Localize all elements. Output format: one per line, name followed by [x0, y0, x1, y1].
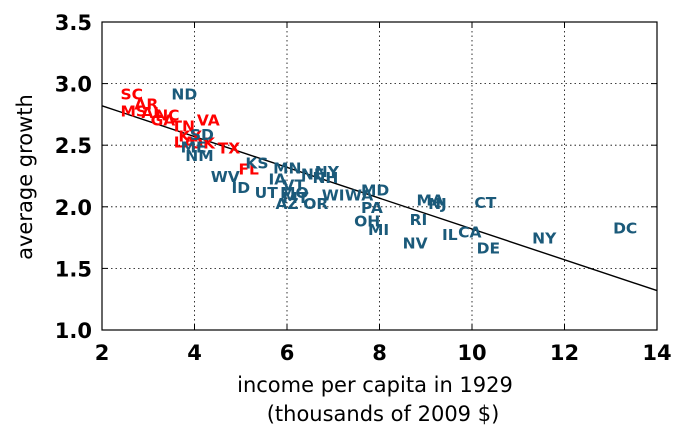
state-point-ia: IA: [269, 170, 287, 188]
x-axis-label-units: (thousands of 2009 $): [267, 402, 500, 426]
state-point-md: MD: [361, 182, 389, 200]
x-tick-label: 4: [187, 341, 202, 365]
state-point-il: IL: [442, 226, 458, 244]
state-point-ny: NY: [315, 163, 340, 181]
y-tick-label: 3.5: [55, 11, 92, 35]
x-tick-label: 6: [280, 341, 295, 365]
state-point-ny: NY: [532, 230, 557, 248]
y-tick-label: 3.0: [55, 73, 92, 97]
state-point-mt: MT: [282, 189, 308, 207]
state-point-wa: WA: [345, 186, 373, 204]
state-point-nj: NJ: [428, 195, 447, 213]
y-axis-ticks: 1.0 1.5 2.0 2.5 3.0 3.5: [55, 11, 657, 343]
state-point-ri: RI: [410, 211, 428, 229]
trend-line: [101, 105, 658, 292]
state-point-me: ME: [181, 138, 207, 156]
state-point-ut: UT: [255, 184, 279, 202]
state-point-tn: TN: [171, 117, 195, 135]
state-point-va: VA: [197, 111, 220, 129]
x-axis-ticks: 2 4 6 8 10 12 14: [95, 22, 672, 365]
state-point-wi: WI: [322, 186, 345, 204]
y-tick-label: 2.5: [55, 134, 92, 158]
x-tick-label: 12: [550, 341, 579, 365]
state-point-ga: GA: [151, 111, 176, 129]
state-point-mo: MO: [280, 184, 309, 202]
state-point-nc: NC: [155, 106, 179, 124]
y-tick-label: 1.5: [55, 257, 92, 281]
state-point-ne: NE: [301, 166, 325, 184]
state-point-fl: FL: [238, 161, 259, 179]
x-tick-label: 10: [457, 341, 486, 365]
state-point-oh: OH: [354, 212, 380, 230]
x-axis-label: income per capita in 1929: [237, 373, 513, 397]
state-point-nd: ND: [171, 85, 197, 103]
state-point-ar: AR: [134, 95, 158, 113]
state-point-nv: NV: [403, 235, 428, 253]
state-point-ct: CT: [474, 194, 496, 212]
state-point-ok: OK: [190, 135, 216, 153]
grid: [101, 21, 658, 331]
state-point-vt: VT: [282, 177, 305, 195]
y-tick-label: 1.0: [55, 319, 92, 343]
state-point-ms: MS: [121, 103, 148, 121]
state-point-mi: MI: [368, 221, 389, 239]
state-point-sc: SC: [121, 85, 144, 103]
state-point-mn: MN: [273, 159, 301, 177]
state-point-nh: NH: [312, 169, 338, 187]
state-point-de: DE: [477, 239, 500, 257]
y-axis-label: average growth: [13, 94, 37, 260]
state-point-pa: PA: [361, 199, 383, 217]
state-point-or: OR: [303, 195, 328, 213]
x-tick-label: 14: [642, 341, 671, 365]
y-tick-label: 2.0: [55, 196, 92, 220]
state-point-nm: NM: [185, 147, 213, 165]
state-point-sd: SD: [190, 126, 214, 144]
state-point-ks: KS: [245, 154, 268, 172]
state-point-az: AZ: [275, 195, 298, 213]
state-point-ca: CA: [458, 223, 481, 241]
state-point-tx: TX: [218, 140, 241, 158]
state-point-la: LA: [174, 134, 196, 152]
x-tick-label: 2: [95, 341, 110, 365]
state-point-id: ID: [232, 179, 251, 197]
x-tick-label: 8: [372, 341, 387, 365]
state-point-ky: KY: [178, 127, 202, 145]
state-point-dc: DC: [613, 220, 637, 238]
state-point-wv: WV: [211, 168, 240, 186]
state-point-al: AL: [141, 104, 163, 122]
state-point-ma: MA: [417, 191, 444, 209]
